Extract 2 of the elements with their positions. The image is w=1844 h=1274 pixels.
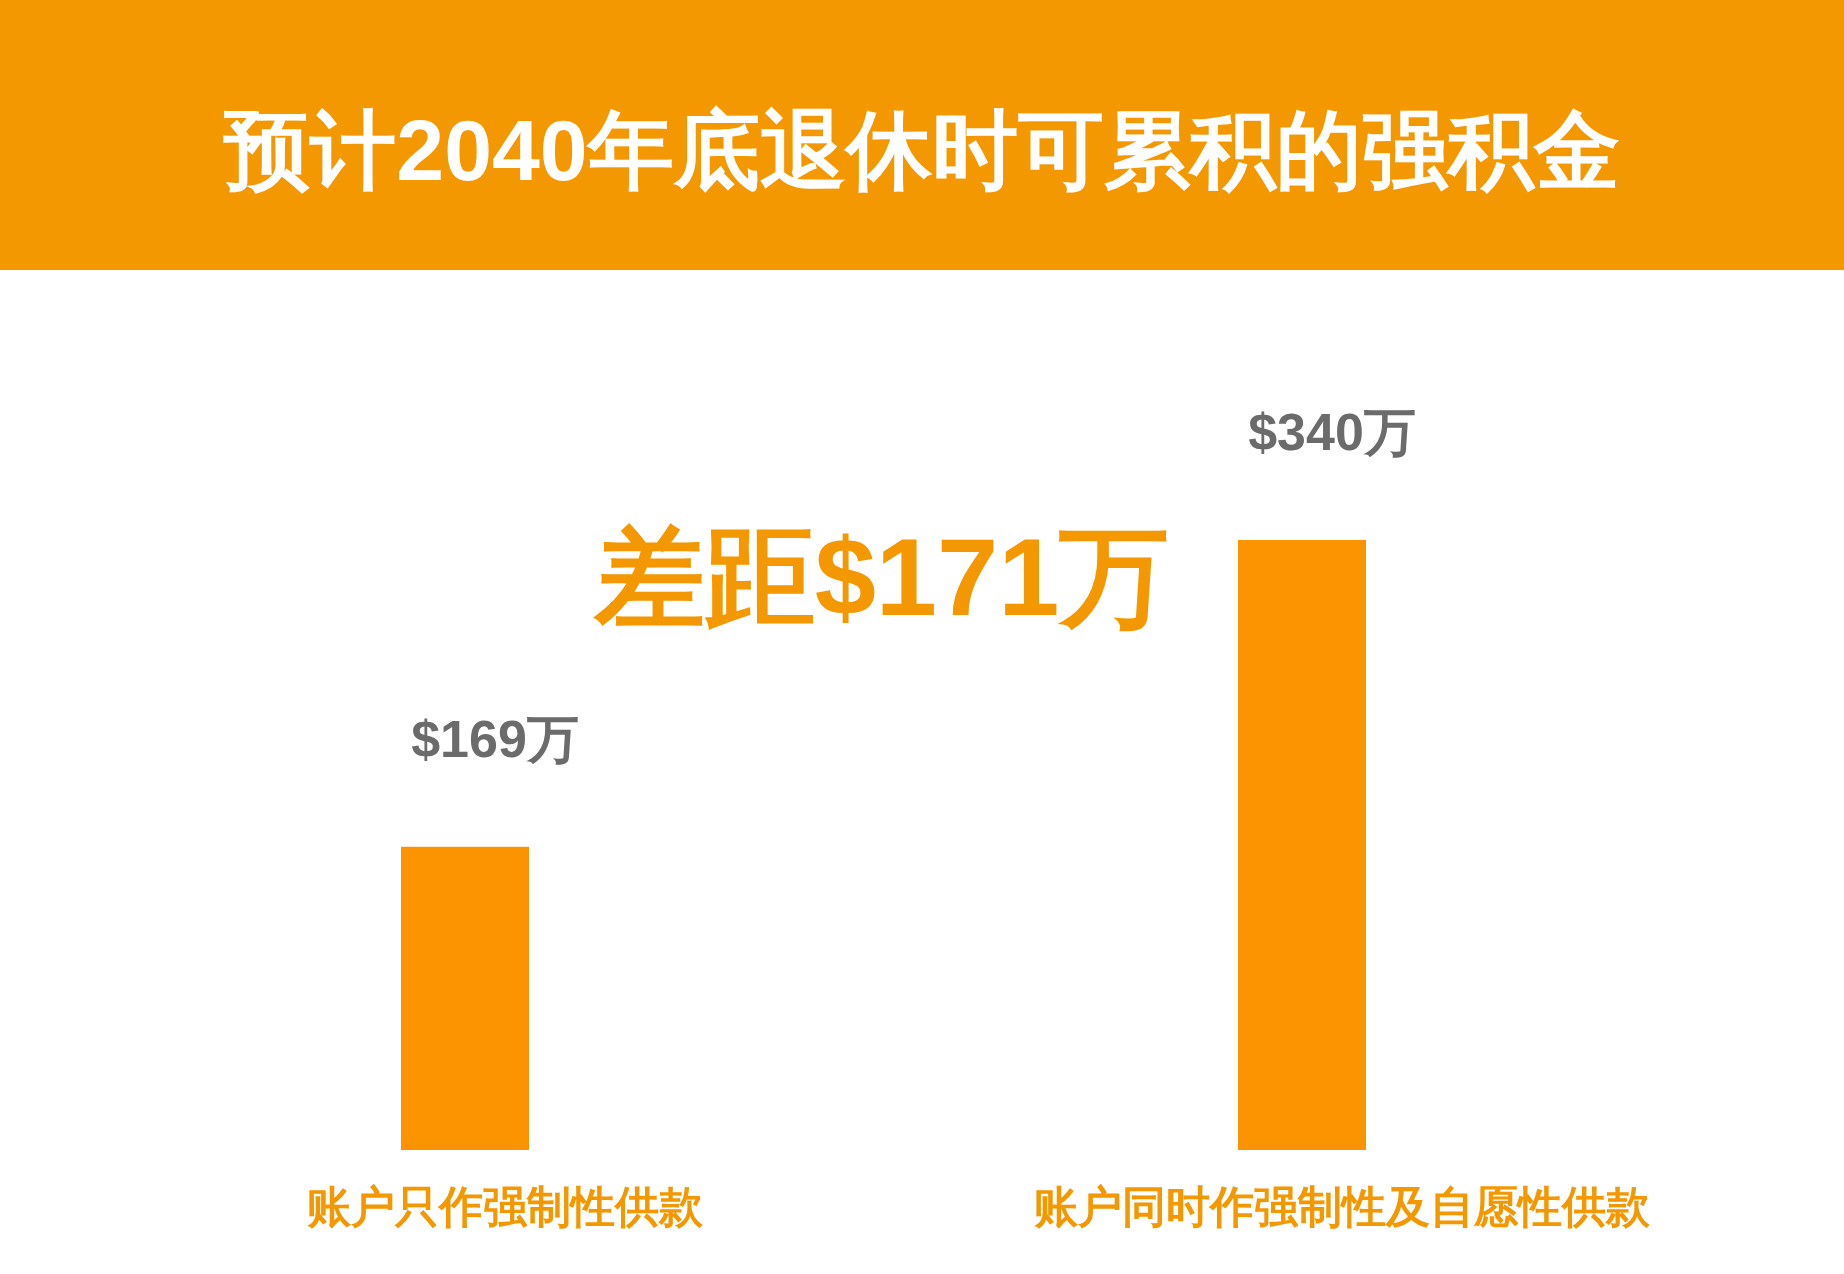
annotation: 差距$171万 bbox=[594, 515, 1170, 638]
title: 预计2040年底退休时可累积的强积金 bbox=[224, 102, 1620, 198]
